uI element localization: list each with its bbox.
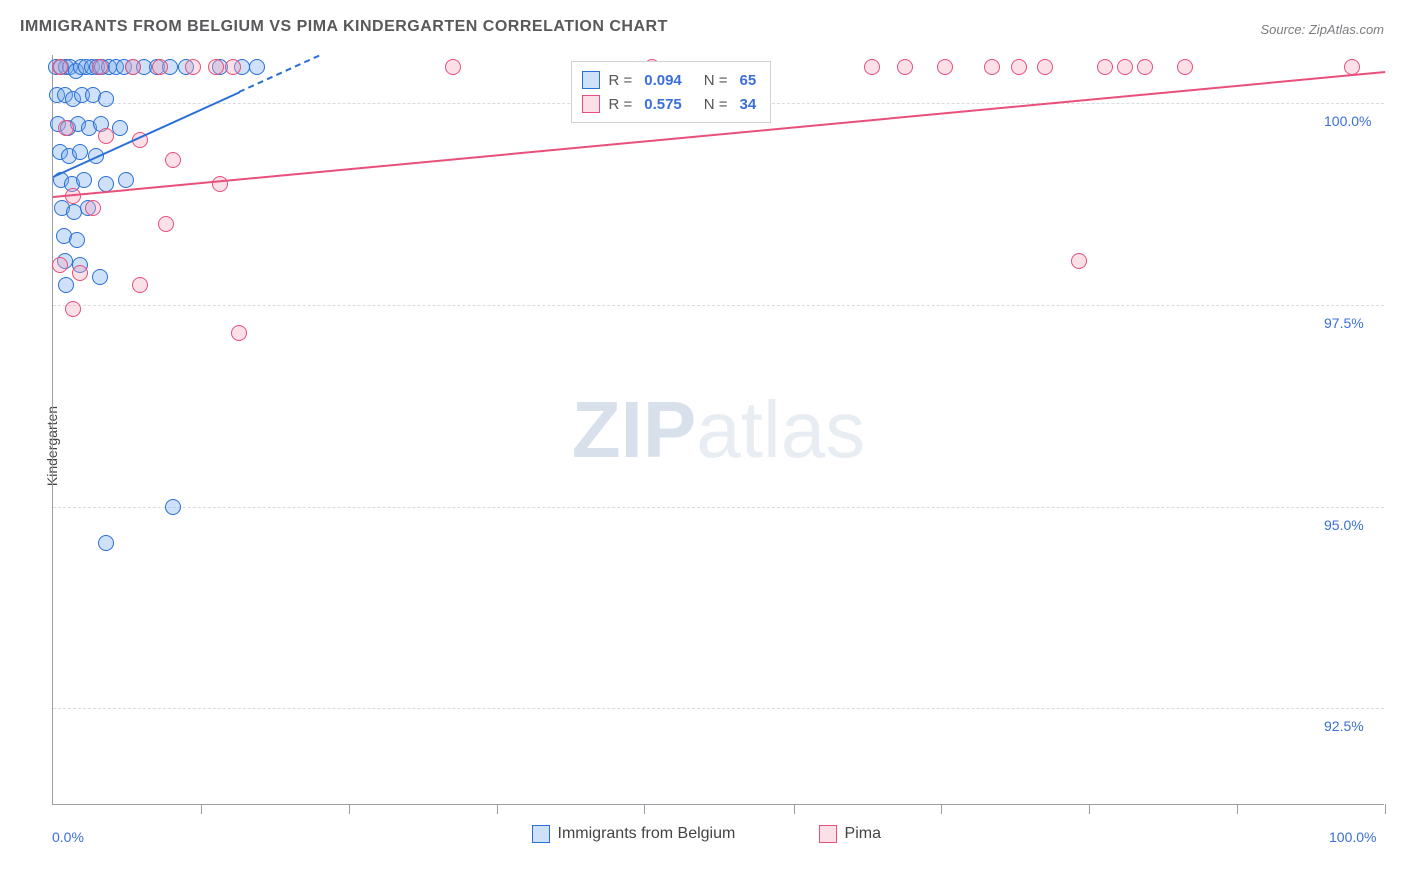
data-point-belgium (98, 91, 114, 107)
gridline-h (53, 305, 1384, 306)
legend-swatch-icon (819, 825, 837, 843)
x-tick (941, 804, 942, 814)
watermark-bold: ZIP (572, 385, 696, 474)
data-point-pima (937, 59, 953, 75)
data-point-belgium (69, 232, 85, 248)
legend-r-label: R = (608, 96, 632, 113)
x-tick (1089, 804, 1090, 814)
data-point-belgium (249, 59, 265, 75)
legend-r-label: R = (608, 72, 632, 89)
data-point-pima (225, 59, 241, 75)
legend-n-label: N = (704, 72, 728, 89)
data-point-pima (165, 152, 181, 168)
data-point-belgium (165, 499, 181, 515)
chart-title: IMMIGRANTS FROM BELGIUM VS PIMA KINDERGA… (20, 18, 668, 36)
x-tick (497, 804, 498, 814)
legend-n-label: N = (704, 96, 728, 113)
data-point-belgium (92, 269, 108, 285)
gridline-h (53, 507, 1384, 508)
data-point-pima (158, 216, 174, 232)
x-tick (794, 804, 795, 814)
data-point-belgium (72, 144, 88, 160)
series-legend-belgium: Immigrants from Belgium (532, 825, 736, 843)
correlation-legend: R = 0.094 N = 65 R = 0.575 N = 34 (571, 61, 771, 123)
data-point-pima (152, 59, 168, 75)
x-tick (201, 804, 202, 814)
y-tick-label: 97.5% (1324, 315, 1364, 331)
y-tick-label: 100.0% (1324, 113, 1371, 129)
data-point-pima (897, 59, 913, 75)
watermark: ZIPatlas (572, 384, 865, 476)
series-legend-pima: Pima (819, 825, 881, 843)
source-attribution: Source: ZipAtlas.com (1260, 22, 1384, 37)
data-point-pima (1071, 253, 1087, 269)
x-max-label: 100.0% (1329, 829, 1376, 845)
data-point-pima (208, 59, 224, 75)
data-point-pima (132, 277, 148, 293)
data-point-pima (65, 301, 81, 317)
legend-swatch-icon (582, 95, 600, 113)
data-point-pima (445, 59, 461, 75)
plot-area: ZIPatlas (52, 55, 1384, 805)
data-point-pima (1011, 59, 1027, 75)
data-point-pima (58, 120, 74, 136)
x-tick (1237, 804, 1238, 814)
data-point-pima (231, 325, 247, 341)
data-point-pima (52, 257, 68, 273)
data-point-pima (92, 59, 108, 75)
x-tick (349, 804, 350, 814)
data-point-pima (1117, 59, 1133, 75)
data-point-pima (1097, 59, 1113, 75)
legend-swatch-icon (582, 71, 600, 89)
watermark-rest: atlas (696, 385, 865, 474)
data-point-pima (85, 200, 101, 216)
series-name: Pima (845, 825, 881, 843)
data-point-belgium (58, 277, 74, 293)
series-name: Immigrants from Belgium (558, 825, 736, 843)
y-tick-label: 92.5% (1324, 718, 1364, 734)
data-point-pima (864, 59, 880, 75)
data-point-belgium (118, 172, 134, 188)
data-point-pima (1177, 59, 1193, 75)
x-min-label: 0.0% (52, 829, 84, 845)
data-point-pima (98, 128, 114, 144)
data-point-pima (984, 59, 1000, 75)
data-point-pima (1137, 59, 1153, 75)
legend-r-value: 0.094 (644, 72, 682, 89)
data-point-pima (125, 59, 141, 75)
legend-row-belgium: R = 0.094 N = 65 (582, 68, 756, 92)
chart-container: IMMIGRANTS FROM BELGIUM VS PIMA KINDERGA… (0, 0, 1406, 892)
data-point-pima (52, 59, 68, 75)
legend-n-value: 65 (740, 72, 757, 89)
legend-r-value: 0.575 (644, 96, 682, 113)
gridline-h (53, 708, 1384, 709)
legend-row-pima: R = 0.575 N = 34 (582, 92, 756, 116)
data-point-pima (1037, 59, 1053, 75)
data-point-belgium (98, 535, 114, 551)
legend-swatch-icon (532, 825, 550, 843)
x-tick (644, 804, 645, 814)
legend-n-value: 34 (740, 96, 757, 113)
x-tick (1385, 804, 1386, 814)
data-point-pima (72, 265, 88, 281)
data-point-belgium (76, 172, 92, 188)
data-point-pima (212, 176, 228, 192)
y-tick-label: 95.0% (1324, 517, 1364, 533)
data-point-pima (185, 59, 201, 75)
